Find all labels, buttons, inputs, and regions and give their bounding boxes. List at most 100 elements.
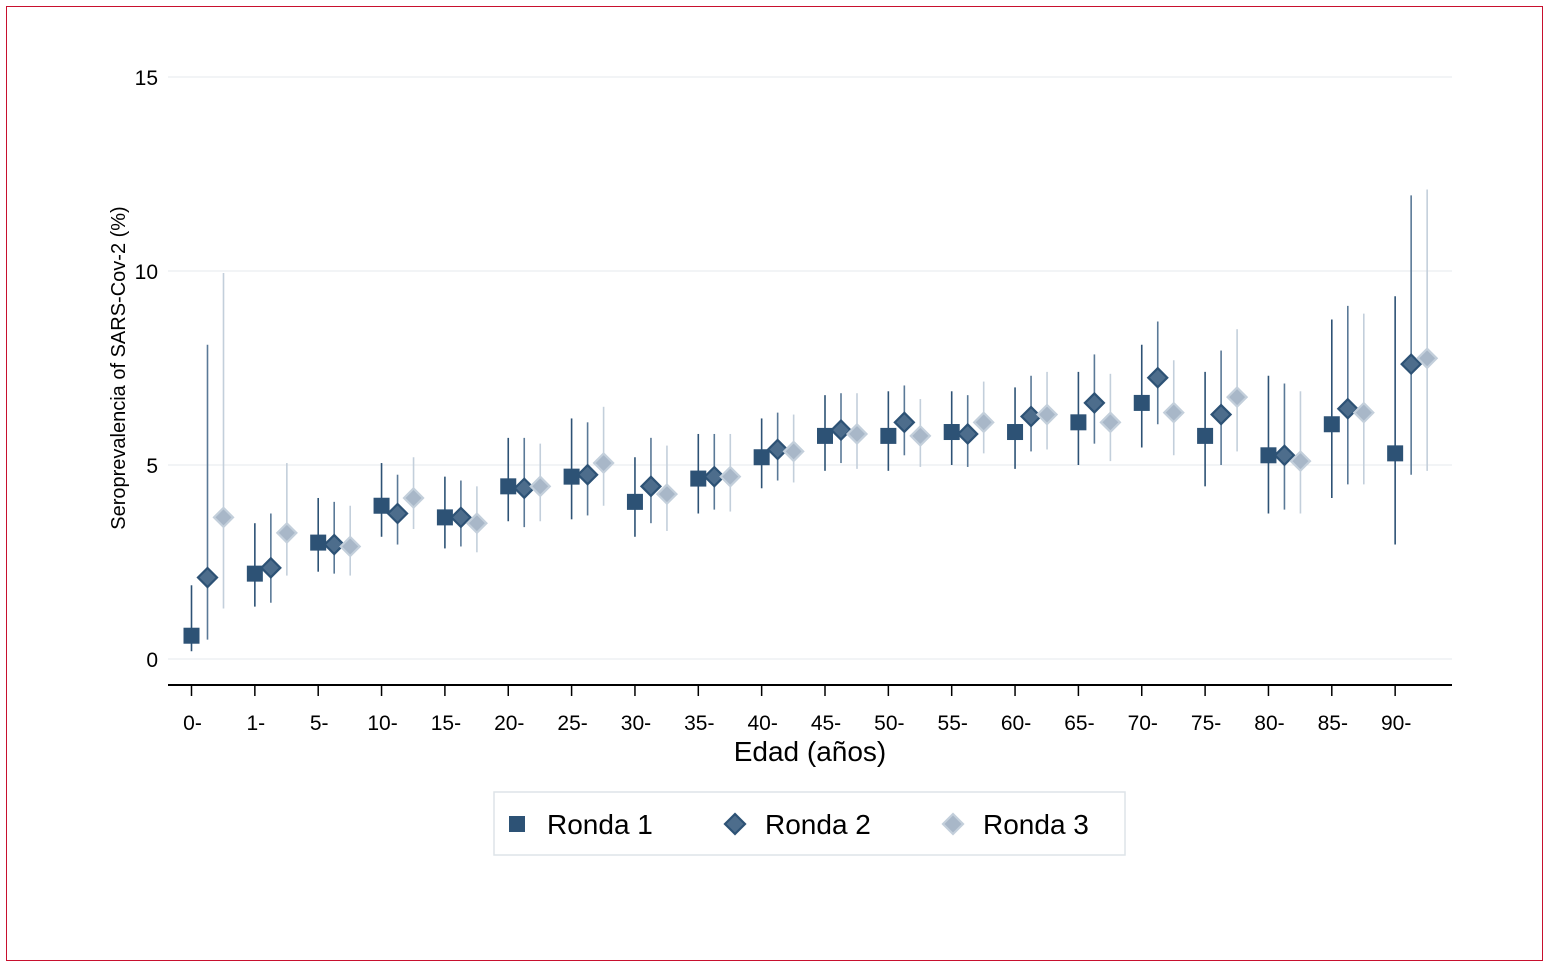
gridlines [168,76,1452,660]
y-tick-label-15: 15 [135,67,158,90]
point-diamond [259,556,282,579]
point-diamond [1162,401,1185,424]
point-diamond [956,422,979,446]
x-tick-label: 15- [431,712,461,735]
legend-marker-diamond [941,812,965,836]
point-diamond [196,566,219,589]
y-tick-label-5: 5 [146,455,158,478]
point-diamond [639,475,663,498]
data-points [183,347,1439,644]
point-diamond [1226,386,1249,409]
x-axis-ticks: 0- 1- 5- 10- 15- 20- 25- 30- 35- 40- 45- 50- 55- 60- 6… [183,685,1411,735]
point-square [1260,447,1277,464]
x-tick-label: 80- [1254,712,1284,735]
point-diamond [1019,405,1043,428]
legend-label: Ronda 1 [547,809,653,840]
x-tick-label: 30- [621,712,651,735]
y-axis-ticks: 0 5 10 15 [135,67,158,672]
point-diamond [909,424,932,447]
point-diamond [275,521,298,544]
legend-marker-square [509,816,525,832]
point-diamond [402,486,425,510]
x-tick-label: 85- [1318,712,1348,735]
y-tick-label-10: 10 [135,261,158,284]
point-square [1007,424,1024,441]
point-square [310,534,327,551]
point-diamond [1210,403,1233,426]
x-tick-label: 90- [1381,712,1411,735]
point-diamond [655,483,679,506]
point-diamond [212,506,235,529]
point-diamond [1416,347,1439,370]
y-tick-label-0: 0 [146,649,158,672]
legend-label: Ronda 2 [765,809,871,840]
point-square [753,449,770,466]
x-tick-label: 45- [811,712,841,735]
point-diamond [465,512,488,535]
point-square [1197,427,1214,444]
point-diamond [1035,403,1059,426]
point-diamond [845,422,869,446]
point-diamond [576,463,599,486]
point-square [1323,416,1340,433]
legend: Ronda 1 Ronda 2 Ronda 3 [493,791,1126,856]
point-diamond [893,411,916,434]
point-diamond [782,440,805,463]
point-diamond [703,465,726,488]
point-diamond [1083,391,1106,414]
point-square [436,509,453,526]
point-square [563,468,580,485]
x-tick-label: 25- [557,712,587,735]
x-tick-label: 60- [1001,712,1031,735]
figure-frame [6,6,1543,961]
point-diamond [1352,401,1375,424]
point-diamond [972,411,995,434]
point-square [246,565,263,582]
point-diamond [449,506,472,529]
point-square [500,478,517,495]
point-diamond [719,465,742,488]
point-square [690,470,707,487]
point-diamond [323,533,346,556]
x-tick-label: 1- [247,712,266,735]
point-square [1133,394,1150,411]
point-diamond [766,438,789,461]
point-square [1387,445,1404,462]
point-square [1070,414,1087,431]
point-square [943,424,960,441]
point-diamond [1146,366,1169,389]
legend-box [493,791,1126,856]
point-square [183,627,200,644]
point-diamond [1099,411,1122,434]
legend-label: Ronda 3 [983,809,1089,840]
point-diamond [1336,397,1359,420]
x-tick-label: 50- [874,712,904,735]
point-square [817,427,833,444]
point-square [373,497,390,514]
point-diamond [529,475,552,498]
x-tick-label: 55- [938,712,968,735]
point-square [626,493,643,510]
x-tick-label: 70- [1128,712,1158,735]
point-diamond [513,477,536,500]
point-diamond [386,502,409,525]
error-bars [190,189,1428,652]
point-diamond [1273,444,1296,467]
x-tick-label: 0- [183,712,202,735]
x-tick-label: 75- [1191,712,1221,735]
x-tick-label: 40- [747,712,777,735]
x-tick-label: 35- [684,712,714,735]
x-tick-label: 65- [1064,712,1094,735]
point-diamond [339,535,362,558]
x-axis-label: Edad (años) [734,736,887,767]
x-tick-label: 10- [367,712,397,735]
x-tick-label: 20- [494,712,524,735]
y-axis-label: Seroprevalencia of SARS-Cov-2 (%) [108,206,130,529]
point-diamond [592,452,615,475]
point-diamond [1400,353,1423,376]
point-diamond [829,419,853,442]
legend-marker-diamond [723,812,747,836]
point-square [880,427,897,444]
x-tick-label: 5- [310,712,329,735]
